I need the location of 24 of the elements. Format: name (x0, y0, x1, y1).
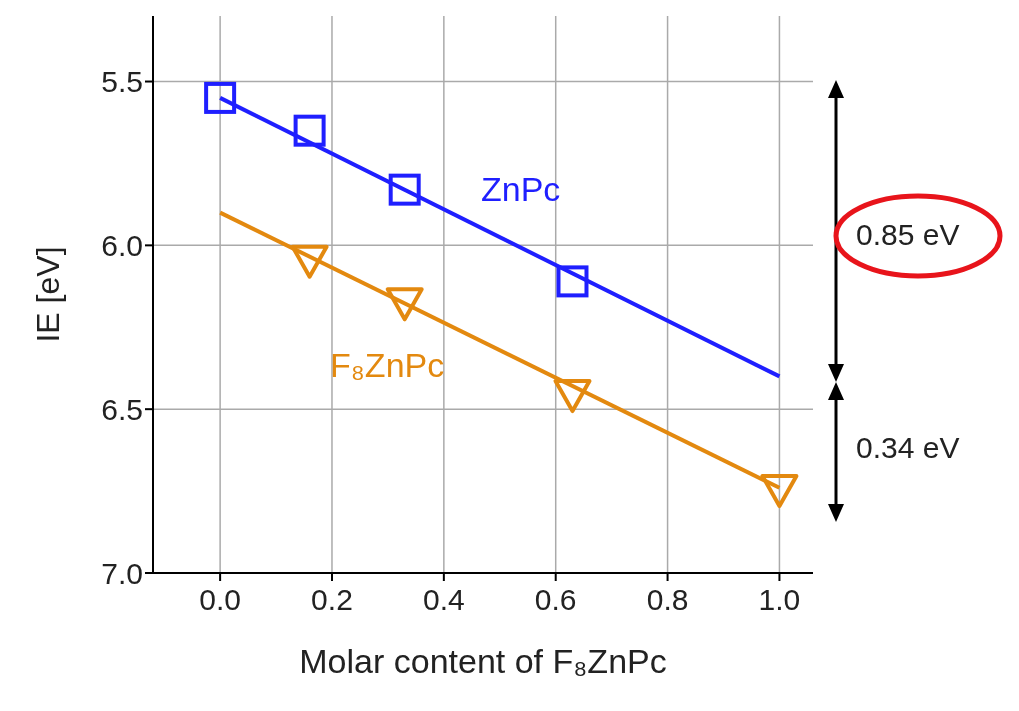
text: 0.85 eV (856, 218, 960, 252)
x-tick-label: 0.4 (422, 583, 465, 617)
y-tick-label: 6.5 (101, 392, 143, 426)
series-label: F₈ZnPc (330, 346, 445, 385)
point (556, 265, 589, 298)
point (204, 81, 237, 114)
y-tick-label: 5.5 (101, 65, 143, 99)
point (388, 173, 421, 206)
x-axis-title: Molar content of F₈ZnPc (299, 642, 667, 680)
y-tick-label: 6.0 (101, 229, 143, 262)
text: 0.34 eV (856, 431, 960, 465)
x-tick-label: 1.0 (758, 583, 801, 617)
series-label: ZnPc (481, 170, 561, 209)
point (385, 287, 424, 322)
x-tick-label: 0.8 (646, 583, 689, 617)
x-tick-label: 0.0 (199, 583, 241, 617)
point (760, 474, 799, 509)
y-axis-title: IE [eV] (30, 246, 67, 343)
x-tick-label: 0.2 (311, 583, 353, 617)
point (290, 244, 329, 279)
x-tick-label: 0.6 (534, 583, 577, 617)
point (293, 114, 326, 147)
y-tick-label: 7.0 (101, 556, 143, 590)
point (553, 379, 592, 414)
